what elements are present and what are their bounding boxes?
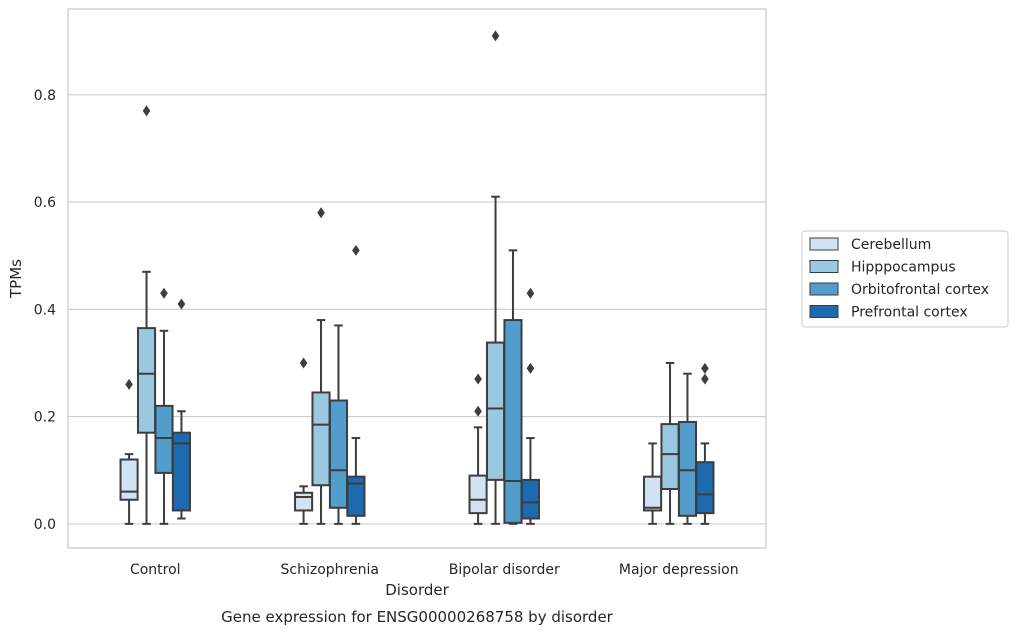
box-body bbox=[136, 327, 157, 434]
y-axis-ticks: 0.0 0.2 0.4 0.6 0.8 bbox=[34, 88, 56, 533]
box-body bbox=[503, 319, 523, 524]
box-body bbox=[171, 431, 191, 512]
box-3-3 bbox=[695, 362, 715, 525]
y-tick-label: 0.4 bbox=[34, 302, 56, 318]
legend-swatch bbox=[809, 260, 839, 273]
box-3-2 bbox=[520, 287, 540, 525]
outlier-point bbox=[526, 287, 535, 299]
box-2-3 bbox=[677, 372, 698, 525]
box-2-2 bbox=[503, 249, 523, 525]
outlier-point bbox=[491, 30, 500, 42]
legend-swatch bbox=[809, 282, 839, 296]
legend-swatch bbox=[809, 305, 839, 318]
box-body bbox=[346, 475, 366, 517]
box-body bbox=[643, 475, 663, 512]
outlier-point bbox=[317, 207, 325, 219]
legend-swatch bbox=[809, 237, 839, 251]
outlier-point bbox=[160, 287, 168, 299]
box-body bbox=[468, 474, 488, 515]
legend-label: Cerebellum bbox=[851, 237, 931, 253]
outlier-point bbox=[299, 357, 308, 369]
legend-label: Orbitofrontal cortex bbox=[851, 282, 989, 298]
y-tick-label: 0.0 bbox=[34, 517, 56, 533]
box-body bbox=[311, 391, 331, 487]
box-1-3 bbox=[660, 361, 680, 525]
box-body bbox=[695, 461, 715, 515]
box-body bbox=[520, 478, 540, 520]
x-tick-label: Bipolar disorder bbox=[449, 562, 560, 578]
x-tick-label: Control bbox=[130, 562, 181, 578]
box-body bbox=[119, 458, 139, 501]
box-body bbox=[294, 491, 314, 512]
outlier-point bbox=[701, 373, 709, 385]
box-body bbox=[154, 404, 174, 474]
outlier-point bbox=[701, 362, 709, 374]
legend: Cerebellum Hipppocampus Orbitofrontal cort… bbox=[801, 230, 1009, 328]
plot-frame bbox=[67, 8, 767, 549]
outlier-point bbox=[125, 378, 133, 390]
outlier-point bbox=[352, 244, 360, 256]
x-tick-label: Major depression bbox=[619, 562, 739, 578]
x-axis-ticks: Control Schizophrenia Bipolar disorder Majo… bbox=[130, 562, 739, 578]
chart-caption: Gene expression for ENSG00000268758 by d… bbox=[221, 608, 614, 626]
outlier-point bbox=[177, 298, 186, 310]
y-tick-label: 0.6 bbox=[34, 195, 56, 211]
box-1-0 bbox=[136, 105, 157, 525]
y-tick-label: 0.2 bbox=[34, 410, 56, 426]
box-0-3 bbox=[643, 442, 663, 525]
box-body bbox=[677, 420, 698, 517]
box-body bbox=[485, 341, 506, 481]
legend-label: Prefrontal cortex bbox=[851, 305, 968, 321]
outlier-point bbox=[142, 105, 151, 117]
box-3-1 bbox=[346, 244, 366, 525]
x-axis-label: Disorder bbox=[385, 581, 449, 599]
box-body bbox=[328, 399, 349, 509]
box-2-0 bbox=[154, 287, 174, 525]
legend-frame bbox=[801, 230, 1009, 328]
box-0-2 bbox=[468, 373, 488, 525]
box-0-0 bbox=[119, 378, 139, 525]
box-2-1 bbox=[328, 324, 349, 525]
box-1-1 bbox=[311, 207, 331, 525]
box-body bbox=[660, 423, 680, 491]
outlier-point bbox=[526, 362, 535, 374]
legend-label: Hipppocampus bbox=[851, 260, 956, 276]
x-tick-label: Schizophrenia bbox=[281, 562, 379, 578]
y-tick-label: 0.8 bbox=[34, 88, 56, 104]
box-3-0 bbox=[171, 298, 191, 520]
box-0-1 bbox=[294, 357, 314, 525]
y-axis-label: TPMs bbox=[7, 259, 25, 299]
outlier-point bbox=[474, 405, 482, 417]
outlier-point bbox=[474, 373, 482, 385]
box-1-2 bbox=[485, 30, 506, 525]
box-plot-area bbox=[119, 30, 715, 525]
